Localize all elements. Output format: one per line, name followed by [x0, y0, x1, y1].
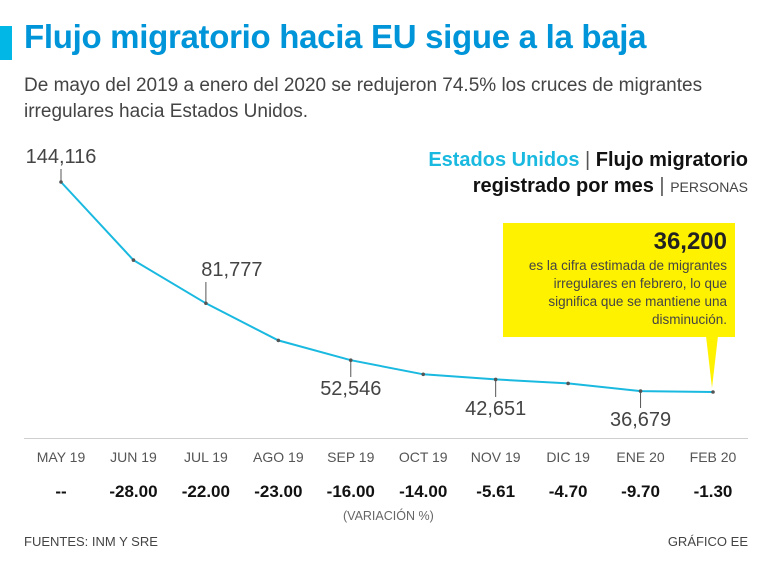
x-tick-label: ENE 20 [616, 449, 665, 465]
variation-value: -4.70 [548, 482, 588, 501]
chart-legend: Estados Unidos | Flujo migratorio regist… [428, 147, 748, 200]
data-label: 52,546 [320, 378, 381, 400]
x-axis-labels: MAY 19 JUN 19 JUL 19 AGO 19 SEP 19 OCT 19 NOV … [0, 449, 768, 469]
legend-separator: | [585, 149, 591, 171]
callout-value: 36,200 [653, 228, 727, 255]
legend-series-line2: registrado por mes [472, 175, 654, 197]
data-point [131, 258, 136, 262]
legend-line-1: Estados Unidos | Flujo migratorio [428, 147, 748, 173]
x-tick-label: AGO 19 [253, 449, 304, 465]
data-point [421, 372, 426, 377]
credit: GRÁFICO EE [667, 534, 748, 549]
variation-row: -- -28.00 -22.00 -23.00 -16.00 -14.00 -5.61 -4.… [0, 482, 768, 504]
data-label: 36,679 [610, 409, 671, 431]
variation-label: (VARIACIÓN %) [343, 509, 434, 523]
data-label: 81,777 [201, 259, 262, 281]
data-point [276, 338, 281, 343]
x-tick-label: DIC 19 [546, 449, 590, 465]
x-tick-label: JUN 19 [110, 449, 157, 465]
x-tick-label: NOV 19 [470, 449, 521, 465]
x-tick-label: OCT 19 [398, 449, 448, 465]
variation-value: -9.70 [621, 482, 660, 501]
legend-series-line1: Flujo migratorio [595, 149, 748, 171]
legend-line-2: registrado por mes | PERSONAS [428, 173, 748, 200]
variation-value: -1.30 [693, 482, 733, 501]
variation-value: -28.00 [109, 482, 158, 501]
page-title: Flujo migratorio hacia EU sigue a la baj… [24, 18, 647, 55]
sources: FUENTES: INM Y SRE [24, 534, 158, 549]
data-label: 144,116 [26, 146, 97, 168]
variation-value: -16.00 [326, 482, 375, 501]
callout-text: es la cifra estimada de migrantes irregu… [528, 258, 727, 327]
variation-value: -14.00 [399, 482, 448, 501]
chart-baseline [24, 438, 748, 439]
callout-pointer [706, 336, 718, 388]
legend-unit: PERSONAS [670, 179, 748, 195]
x-tick-label: MAY 19 [36, 449, 86, 465]
x-tick-label: FEB 20 [689, 449, 737, 465]
data-point [711, 390, 715, 394]
x-tick-label: JUL 19 [183, 449, 228, 465]
callout-box: 36,200 es la cifra estimada de migrantes… [503, 223, 735, 337]
variation-value: -23.00 [254, 482, 303, 501]
variation-value: -22.00 [181, 482, 230, 501]
title-accent-bar [0, 26, 12, 60]
variation-value: -5.61 [476, 482, 516, 501]
series-line [60, 181, 714, 393]
variation-value: -- [55, 482, 67, 501]
x-tick-label: SEP 19 [327, 449, 375, 465]
data-point [566, 381, 570, 386]
data-label: 42,651 [465, 398, 526, 420]
legend-country: Estados Unidos [428, 149, 580, 171]
legend-separator-2: | [659, 175, 665, 197]
subtitle: De mayo del 2019 a enero del 2020 se red… [24, 75, 703, 122]
